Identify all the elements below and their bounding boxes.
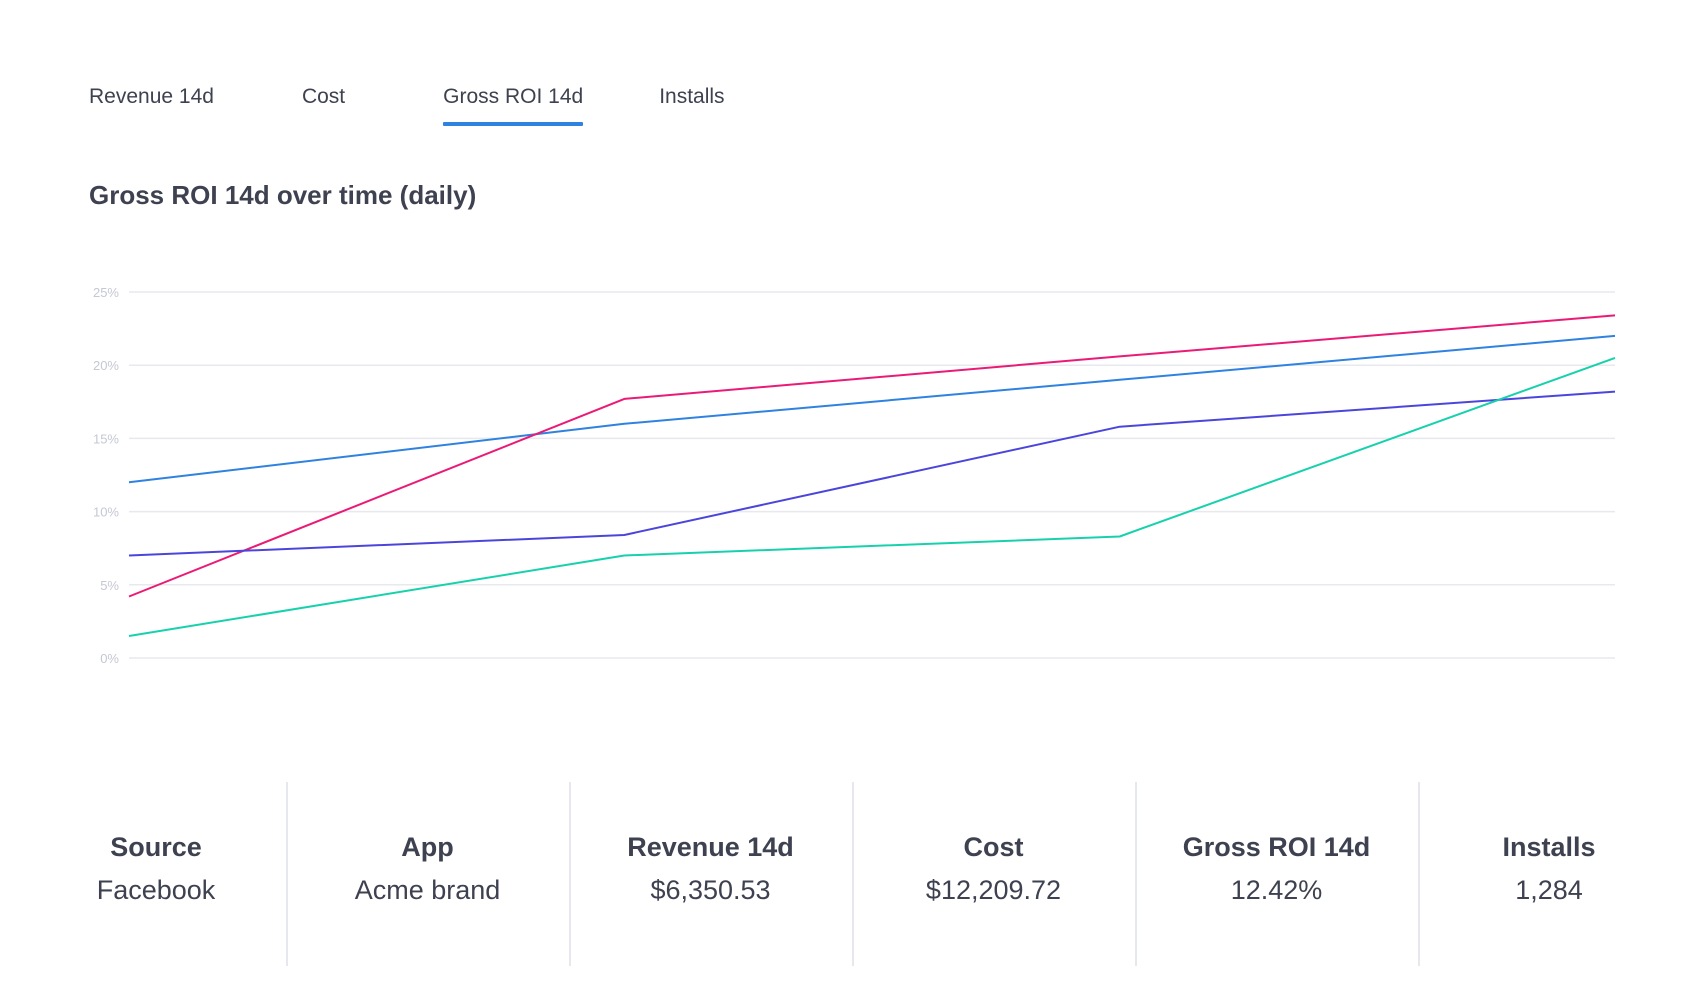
series-line-1 [128, 334, 1616, 484]
summary-value-app: Acme brand [354, 875, 501, 905]
summary-col-source: Source Facebook [56, 782, 256, 966]
grid-layer [129, 291, 1615, 659]
summary-col-revenue-14d: Revenue 14d $6,350.53 [569, 782, 852, 966]
summary-header-gross-roi-14d: Gross ROI 14d [1182, 832, 1371, 862]
column-divider [1135, 782, 1137, 966]
y-tick-label: 20% [93, 358, 119, 373]
tab-revenue-14d[interactable]: Revenue 14d [89, 85, 214, 108]
summary-value-source: Facebook [96, 875, 216, 905]
column-divider [852, 782, 854, 966]
y-tick-labels: 0% 5% 10% 15% 20% 25% [93, 285, 119, 666]
summary-header-installs: Installs [1502, 832, 1596, 862]
summary-header-cost: Cost [963, 832, 1024, 862]
column-divider [1418, 782, 1420, 966]
summary-header-revenue-14d: Revenue 14d [627, 832, 794, 862]
summary-col-gross-roi-14d: Gross ROI 14d 12.42% [1135, 782, 1418, 966]
series-line-4 [128, 356, 1616, 637]
y-tick-label: 25% [93, 285, 119, 300]
summary-value-installs: 1,284 [1515, 875, 1583, 905]
series-line-2 [128, 314, 1616, 598]
y-tick-label: 15% [93, 431, 119, 446]
tab-installs[interactable]: Installs [659, 85, 725, 108]
tab-cost[interactable]: Cost [301, 85, 346, 108]
summary-header-source: Source [110, 832, 202, 862]
summary-col-installs: Installs 1,284 [1418, 782, 1680, 966]
column-divider [286, 782, 288, 966]
series-layer [128, 314, 1616, 637]
summary-col-cost: Cost $12,209.72 [852, 782, 1135, 966]
tab-gross-roi-14d[interactable]: Gross ROI 14d [443, 80, 584, 126]
summary-col-app: App Acme brand [286, 782, 569, 966]
chart-title: Gross ROI 14d over time (daily) [89, 180, 477, 210]
column-divider [569, 782, 571, 966]
summary-value-revenue-14d: $6,350.53 [650, 875, 771, 905]
summary-value-gross-roi-14d: 12.42% [1230, 875, 1323, 905]
y-tick-label: 0% [100, 651, 119, 666]
y-tick-label: 10% [93, 505, 119, 520]
summary-value-cost: $12,209.72 [925, 875, 1062, 905]
y-tick-label: 5% [100, 578, 119, 593]
summary-header-app: App [401, 832, 454, 862]
metric-tabs: Revenue 14d Cost Gross ROI 14d Installs [89, 80, 725, 126]
series-line-3 [128, 390, 1616, 557]
line-chart: 0% 5% 10% 15% 20% 25% [93, 285, 1616, 666]
summary-table: Source Facebook App Acme brand Revenue 1… [0, 782, 1698, 966]
